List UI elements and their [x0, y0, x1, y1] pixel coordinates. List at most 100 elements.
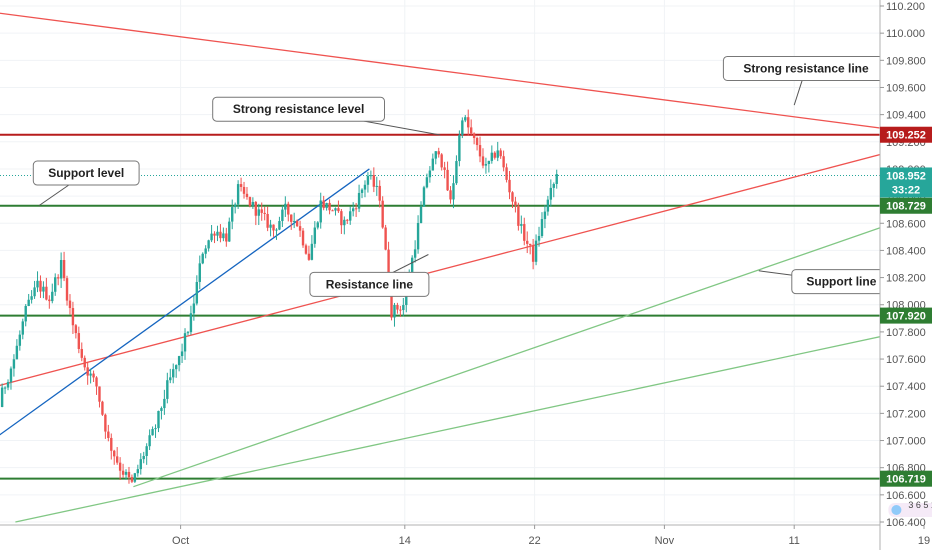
- candle-body: [115, 456, 119, 463]
- callout-resistance-line: Resistance line: [309, 254, 430, 297]
- trendlines: [0, 12, 932, 523]
- candle-body: [481, 156, 485, 166]
- candle-body: [416, 222, 420, 250]
- candle-body: [59, 260, 63, 279]
- candle-body: [461, 120, 464, 136]
- y-tick-label: 110.200: [886, 1, 925, 13]
- y-tick-label: 107.200: [886, 408, 926, 420]
- candle-body: [328, 202, 331, 211]
- candle-body: [434, 151, 437, 159]
- candle-body: [251, 201, 255, 206]
- candle-body: [74, 325, 78, 334]
- candle-body: [531, 245, 535, 262]
- callout-box: [32, 160, 140, 186]
- candle-body: [6, 382, 10, 388]
- candle-body: [222, 233, 225, 239]
- price-tag: [880, 307, 932, 324]
- candle-body: [210, 233, 213, 241]
- candle-body: [136, 469, 140, 474]
- candle-body: [239, 184, 243, 187]
- candle-body: [464, 117, 467, 121]
- x-tick-label: 14: [399, 535, 411, 547]
- candle-body: [334, 208, 337, 211]
- candle-body: [139, 459, 142, 470]
- callout-support-level: Support level: [32, 160, 140, 207]
- candle-body: [278, 221, 281, 230]
- candle-body: [369, 175, 373, 177]
- candle-body: [322, 200, 325, 209]
- candle-body: [275, 229, 278, 231]
- candle-body: [257, 209, 260, 216]
- candle-body: [520, 224, 523, 226]
- x-tick-label: Oct: [172, 535, 189, 547]
- candle-body: [245, 193, 249, 198]
- candle-body: [231, 207, 234, 222]
- y-tick-label: 107.000: [886, 436, 926, 448]
- callout-label: Strong resistance level: [233, 102, 364, 116]
- candle-body: [192, 303, 196, 314]
- candle-body: [363, 184, 367, 190]
- candle-body: [104, 414, 107, 432]
- candle-body: [172, 369, 175, 378]
- support-line-2: [15, 324, 932, 523]
- candle-body: [508, 179, 511, 193]
- candle-body: [0, 387, 4, 407]
- candle-body: [425, 177, 429, 188]
- candle-body: [298, 226, 302, 231]
- callout-box: [212, 96, 385, 122]
- candle-body: [195, 281, 199, 304]
- candle-body: [3, 387, 7, 389]
- candle-body: [101, 401, 104, 415]
- candle-body: [92, 373, 95, 378]
- candle-body: [484, 164, 488, 166]
- candle-body: [354, 208, 358, 210]
- candle-body: [410, 257, 414, 277]
- candle-body: [80, 348, 83, 358]
- candle-body: [381, 200, 384, 228]
- horizontal-levels: [0, 133, 880, 480]
- price-tag-label: 108.729: [886, 201, 926, 213]
- candle-body: [169, 377, 172, 381]
- y-tick-label: 110.000: [886, 28, 925, 40]
- price-tag: [880, 126, 932, 143]
- callout-label: Support level: [48, 166, 124, 180]
- candle-body: [301, 230, 305, 246]
- candle-body: [555, 174, 558, 184]
- grid: [0, 0, 925, 525]
- candle-body: [546, 199, 550, 212]
- candle-body: [375, 185, 378, 187]
- candle-body: [113, 450, 116, 457]
- candle-body: [56, 277, 60, 279]
- candle-body: [343, 219, 346, 226]
- candle-body: [402, 305, 405, 311]
- candle-body: [393, 304, 396, 318]
- candle-body: [292, 220, 296, 222]
- candle-body: [201, 253, 204, 264]
- candle-body: [387, 249, 390, 288]
- candle-body: [254, 201, 258, 216]
- y-tick-label: 109.600: [886, 82, 926, 94]
- flag-icon: [891, 505, 902, 515]
- strong-resistance-line: [0, 12, 932, 136]
- callout-label: Resistance line: [326, 277, 414, 291]
- candle-body: [272, 224, 275, 231]
- callout-strong-resistance-line: Strong resistance line: [722, 55, 890, 106]
- candle-body: [337, 208, 340, 212]
- candle-body: [351, 208, 355, 212]
- candle-body: [325, 202, 328, 209]
- candle-body: [357, 192, 361, 209]
- candle-body: [183, 333, 187, 352]
- candle-body: [71, 308, 75, 326]
- candle-body: [151, 429, 154, 436]
- candle-body: [163, 398, 166, 409]
- price-tag-label: 106.719: [886, 474, 926, 486]
- candle-body: [177, 356, 181, 366]
- candle-body: [467, 117, 470, 128]
- candle-body: [360, 189, 364, 193]
- candle-body: [233, 204, 237, 208]
- y-axis: 110.200 110.000 109.800 109.600 109.400 109.2…: [879, 0, 932, 550]
- price-tag-label: 109.252: [886, 130, 926, 142]
- candle-body: [213, 233, 216, 236]
- callout-support-line: Support line: [758, 269, 892, 295]
- candle-body: [493, 152, 496, 158]
